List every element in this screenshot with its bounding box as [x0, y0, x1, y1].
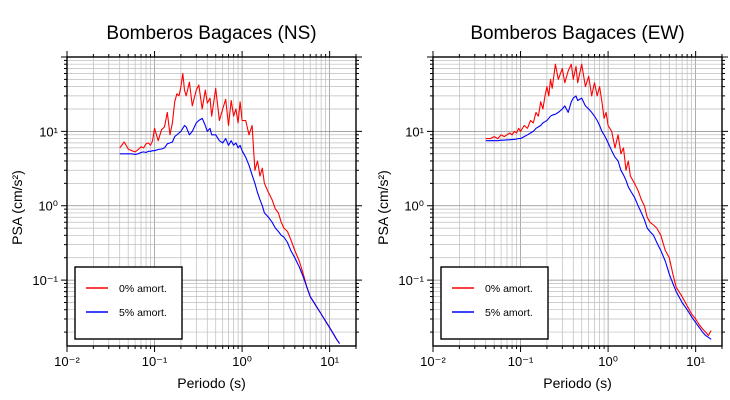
plot-frame — [432, 56, 723, 347]
legend-label-1: 5% amort. — [119, 307, 167, 319]
legend-label-1: 5% amort. — [485, 307, 533, 319]
chart-ns: 10⁻² 10⁻¹ 10⁰ 10¹ 10⁻¹ 10⁰ 10¹ Bomberos Bagaces… — [9, 23, 362, 391]
legend-box — [440, 266, 549, 340]
x-tick-label: 10⁰ — [232, 354, 252, 369]
x-tick-label: 10⁰ — [598, 354, 618, 369]
y-axis-label: PSA (cm/s²) — [375, 170, 391, 245]
x-tick-label: 10⁻² — [420, 354, 446, 369]
x-tick-label: 10⁻² — [54, 354, 80, 369]
y-tick-label: 10¹ — [39, 124, 58, 139]
legend-box — [74, 266, 183, 340]
series-line-0 — [119, 72, 341, 344]
x-axis-label: Periodo (s) — [177, 375, 245, 391]
y-tick-label: 10¹ — [405, 124, 424, 139]
y-tick-label: 10⁻¹ — [398, 273, 424, 288]
chart-ew: 10⁻² 10⁻¹ 10⁰ 10¹ 10⁻¹ 10⁰ 10¹ Bomberos Bagaces… — [375, 23, 728, 391]
y-axis-label: PSA (cm/s²) — [9, 170, 25, 245]
legend: 0% amort. 5% amort. — [74, 266, 183, 340]
y-tick-label: 10⁻¹ — [32, 273, 58, 288]
legend: 0% amort. 5% amort. — [440, 266, 549, 340]
x-tick-label: 10¹ — [686, 354, 705, 369]
series-line-1 — [119, 117, 341, 344]
legend-label-0: 0% amort. — [119, 283, 167, 295]
x-tick-label: 10⁻¹ — [142, 354, 168, 369]
grid — [432, 56, 723, 346]
legend-label-0: 0% amort. — [485, 283, 533, 295]
y-tick-label: 10⁰ — [404, 199, 424, 214]
x-tick-label: 10⁻¹ — [508, 354, 534, 369]
x-axis-label: Periodo (s) — [543, 375, 611, 391]
chart-title: Bomberos Bagaces (NS) — [106, 23, 316, 44]
series-line-0 — [485, 63, 712, 337]
x-tick-label: 10¹ — [320, 354, 339, 369]
series-line-1 — [485, 95, 712, 340]
chart-title: Bomberos Bagaces (EW) — [470, 23, 684, 44]
y-tick-label: 10⁰ — [38, 199, 58, 214]
plot-frame — [66, 56, 357, 347]
grid — [66, 56, 357, 346]
